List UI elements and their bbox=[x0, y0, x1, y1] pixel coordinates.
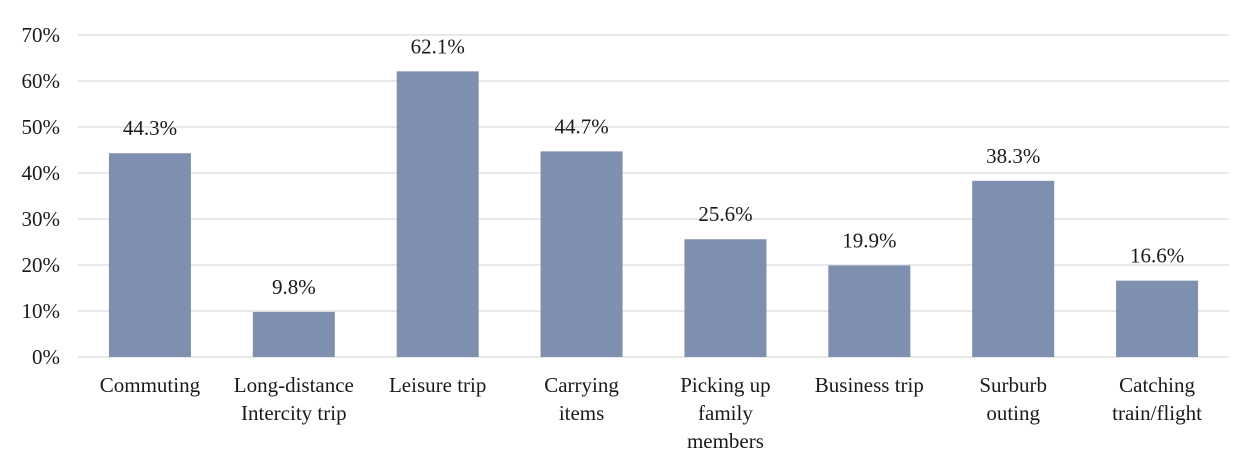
category-label: Leisure trip bbox=[389, 373, 486, 397]
bar bbox=[684, 239, 767, 357]
category-labels: Commuting Long-distance Intercity trip Leis… bbox=[100, 373, 1202, 453]
bar bbox=[540, 151, 623, 357]
category-label: outing bbox=[986, 401, 1040, 425]
category-label: Catching bbox=[1119, 373, 1195, 397]
y-tick-label: 0% bbox=[32, 345, 60, 369]
category-label: members bbox=[687, 429, 764, 453]
y-tick-label: 50% bbox=[22, 115, 61, 139]
bar bbox=[252, 311, 335, 357]
bar-value-label: 9.8% bbox=[272, 275, 316, 299]
bar-value-label: 19.9% bbox=[842, 228, 896, 252]
y-tick-label: 60% bbox=[22, 69, 61, 93]
data-labels: 44.3% 9.8% 62.1% 44.7% 25.6% 19.9% 38.3% 16.6% bbox=[123, 34, 1184, 299]
category-label: family bbox=[698, 401, 753, 425]
category-label: Long-distance bbox=[234, 373, 354, 397]
category-label: items bbox=[559, 401, 605, 425]
y-axis-tick-labels: 0% 10% 20% 30% 40% 50% 60% 70% bbox=[22, 23, 61, 369]
bar bbox=[108, 153, 191, 357]
y-tick-label: 40% bbox=[22, 161, 61, 185]
category-label: Business trip bbox=[815, 373, 924, 397]
bar bbox=[396, 71, 479, 357]
y-tick-label: 10% bbox=[22, 299, 61, 323]
bar bbox=[828, 265, 911, 357]
category-label: Commuting bbox=[100, 373, 201, 397]
bar-value-label: 44.3% bbox=[123, 116, 177, 140]
bar-value-label: 44.7% bbox=[554, 114, 608, 138]
category-label: Surburb bbox=[979, 373, 1047, 397]
y-tick-label: 20% bbox=[22, 253, 61, 277]
y-tick-label: 30% bbox=[22, 207, 61, 231]
category-label: Carrying bbox=[544, 373, 619, 397]
bar-value-label: 16.6% bbox=[1130, 244, 1184, 268]
bar-value-label: 25.6% bbox=[698, 202, 752, 226]
bar bbox=[972, 180, 1055, 357]
category-label: Picking up bbox=[680, 373, 770, 397]
category-label: Intercity trip bbox=[241, 401, 347, 425]
bar-value-label: 38.3% bbox=[986, 144, 1040, 168]
gridlines bbox=[78, 34, 1229, 358]
y-tick-label: 70% bbox=[22, 23, 61, 47]
category-label: train/flight bbox=[1112, 401, 1202, 425]
bars bbox=[108, 71, 1199, 357]
bar bbox=[1116, 280, 1199, 357]
bar-value-label: 62.1% bbox=[411, 34, 465, 58]
